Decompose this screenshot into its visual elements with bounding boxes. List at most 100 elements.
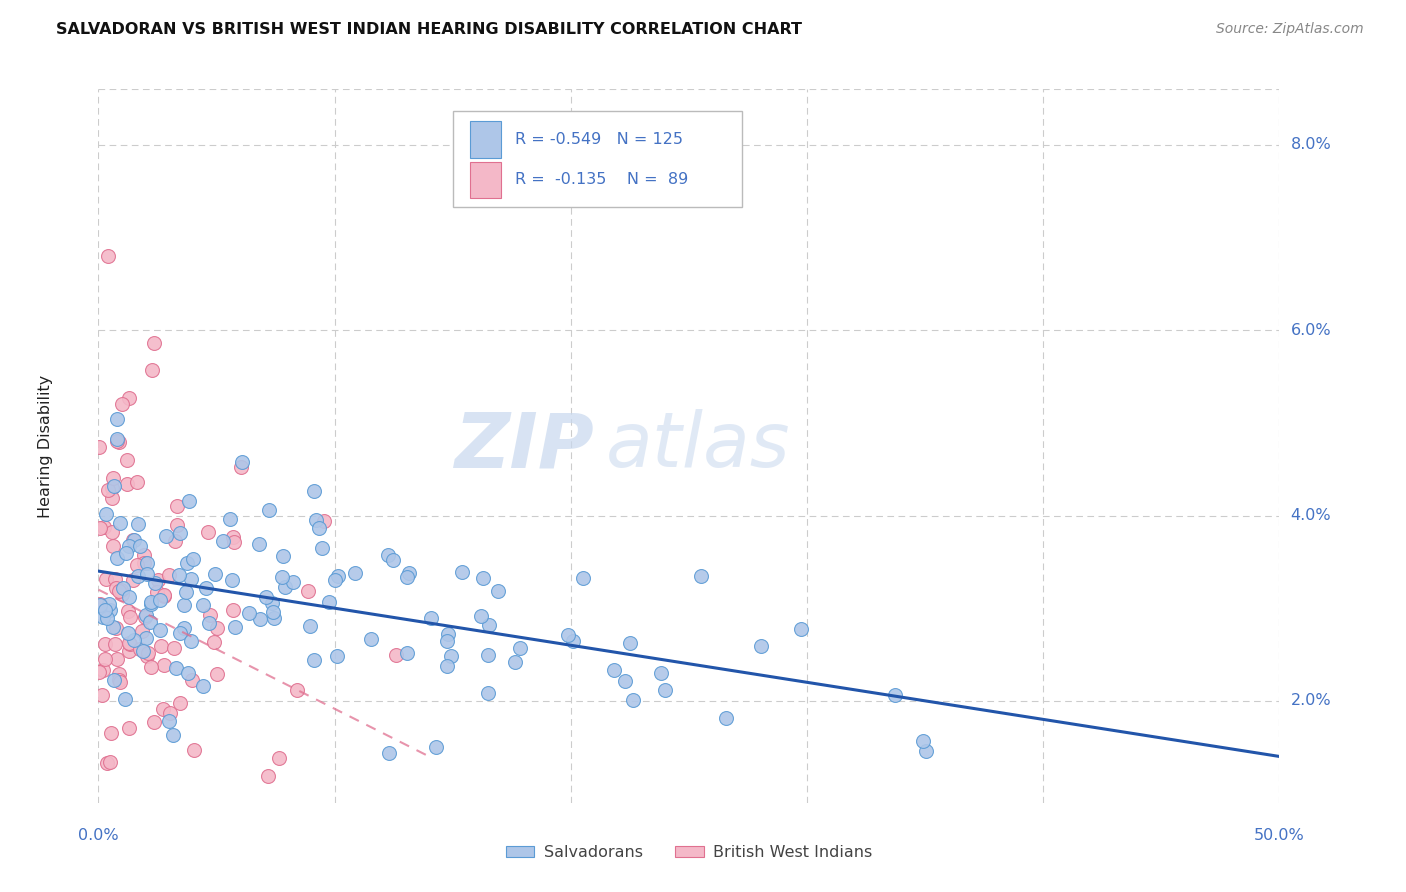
Point xyxy=(325,573,347,587)
Point xyxy=(125,475,148,489)
Point xyxy=(136,567,159,582)
Point xyxy=(118,636,141,650)
Point xyxy=(131,624,153,638)
Point xyxy=(486,584,509,599)
Point xyxy=(221,573,243,587)
Text: SALVADORAN VS BRITISH WEST INDIAN HEARING DISABILITY CORRELATION CHART: SALVADORAN VS BRITISH WEST INDIAN HEARIN… xyxy=(56,22,803,37)
Point xyxy=(398,566,420,580)
Point xyxy=(260,596,283,610)
Point xyxy=(146,573,169,587)
Point xyxy=(90,688,112,702)
Point xyxy=(212,534,235,549)
Point xyxy=(169,526,191,541)
Point xyxy=(436,659,458,673)
Point xyxy=(105,551,128,566)
Point xyxy=(198,616,221,631)
Point xyxy=(285,682,308,697)
Point xyxy=(150,640,173,654)
Point xyxy=(176,665,198,680)
Point xyxy=(477,648,499,662)
Point xyxy=(343,566,366,581)
Point xyxy=(157,714,180,729)
Point xyxy=(94,572,117,586)
Point xyxy=(477,686,499,700)
Point xyxy=(153,588,176,602)
Point xyxy=(139,615,162,629)
Point xyxy=(118,643,141,657)
Point xyxy=(153,590,176,604)
Point xyxy=(108,584,131,599)
Point xyxy=(139,660,162,674)
Point xyxy=(135,631,157,645)
Point xyxy=(135,557,157,571)
Point xyxy=(207,667,229,681)
Point xyxy=(912,734,935,748)
Point xyxy=(107,652,129,666)
Text: Hearing Disability: Hearing Disability xyxy=(38,375,53,517)
Point xyxy=(169,625,191,640)
Point xyxy=(267,751,290,765)
Point xyxy=(654,683,676,698)
Point xyxy=(302,653,325,667)
Point xyxy=(263,611,285,625)
Point xyxy=(162,641,184,656)
Point xyxy=(165,661,187,675)
Point xyxy=(883,688,905,702)
Point xyxy=(162,728,184,742)
Text: 2.0%: 2.0% xyxy=(1291,693,1331,708)
Point xyxy=(101,481,124,495)
Point xyxy=(478,618,501,632)
Point xyxy=(229,459,252,474)
Point xyxy=(572,571,595,585)
Point xyxy=(104,581,127,595)
Point xyxy=(238,606,260,620)
Point xyxy=(195,581,218,595)
Point xyxy=(104,637,127,651)
Point xyxy=(118,590,141,604)
Point xyxy=(204,566,226,581)
Point xyxy=(94,652,117,666)
Text: R =  -0.135    N =  89: R = -0.135 N = 89 xyxy=(515,172,688,187)
Point xyxy=(135,607,157,622)
Point xyxy=(440,648,463,663)
Point xyxy=(165,534,187,549)
Point xyxy=(166,518,188,533)
Point xyxy=(134,548,156,562)
Point xyxy=(105,432,128,446)
Point xyxy=(127,569,149,583)
Point xyxy=(377,548,399,562)
Point xyxy=(318,595,340,609)
Point xyxy=(134,557,156,571)
Point xyxy=(621,693,644,707)
Point xyxy=(224,620,246,634)
Point xyxy=(117,626,139,640)
Point xyxy=(503,655,526,669)
Point xyxy=(311,541,333,555)
Point xyxy=(93,602,115,616)
Point xyxy=(159,706,181,720)
Point xyxy=(101,539,124,553)
Point xyxy=(122,533,145,548)
Point xyxy=(425,739,447,754)
Point xyxy=(89,597,111,611)
Point xyxy=(136,647,159,661)
Point xyxy=(118,637,141,651)
Text: ZIP: ZIP xyxy=(454,409,595,483)
Point xyxy=(650,665,672,680)
Point xyxy=(142,336,165,351)
Point xyxy=(183,552,205,566)
Point xyxy=(173,598,195,612)
Point xyxy=(103,673,125,687)
Point xyxy=(176,584,198,599)
Text: 50.0%: 50.0% xyxy=(1254,828,1305,843)
Point xyxy=(110,674,132,689)
Point xyxy=(308,521,330,535)
Point xyxy=(93,520,115,534)
Point xyxy=(270,570,292,584)
Point xyxy=(471,571,494,585)
Point xyxy=(107,673,129,687)
Point xyxy=(689,568,711,582)
Point xyxy=(173,621,195,635)
Point xyxy=(122,574,145,588)
Point xyxy=(603,663,626,677)
